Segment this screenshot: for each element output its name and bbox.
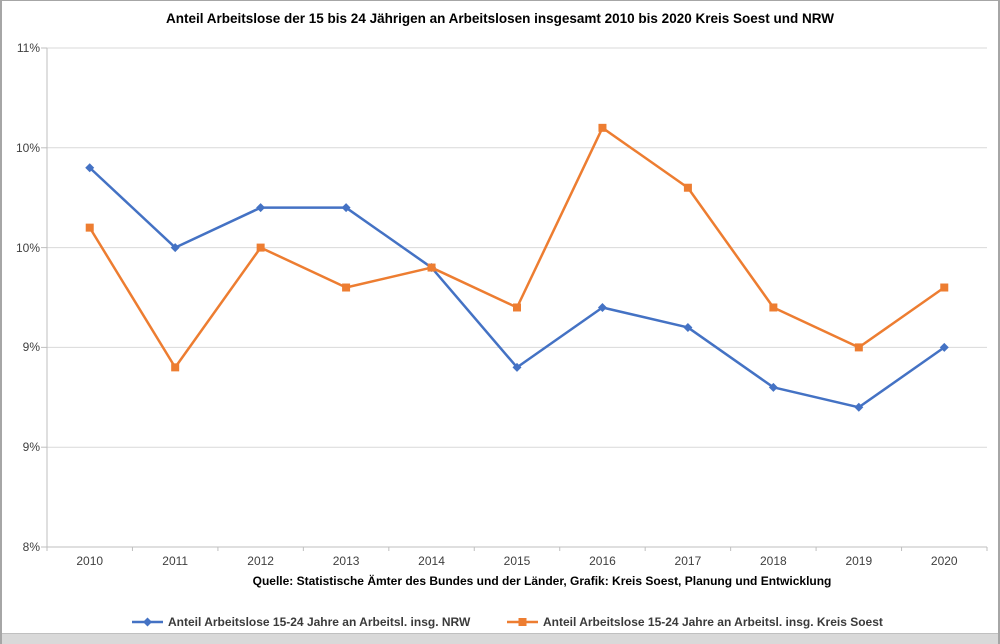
data-point-diamond-icon: [512, 362, 522, 372]
x-axis-label: 2019: [845, 554, 873, 568]
x-axis-label: 2020: [930, 554, 958, 568]
data-point-diamond-icon: [256, 203, 266, 213]
y-axis-label: 10%: [15, 240, 40, 255]
legend: Anteil Arbeitslose 15-24 Jahre an Arbeit…: [2, 612, 998, 634]
data-point-diamond-icon: [341, 203, 351, 213]
data-point-square-icon: [598, 123, 607, 132]
data-point-square-icon: [171, 363, 180, 372]
x-axis-label: 2011: [162, 554, 189, 568]
legend-label-nrw: Anteil Arbeitslose 15-24 Jahre an Arbeit…: [168, 615, 471, 629]
x-axis-label: 2010: [76, 554, 104, 568]
legend-swatch-nrw-line-diamond-icon: [132, 617, 163, 627]
data-point-square-icon: [854, 343, 863, 352]
bottom-scrollbar-track: [2, 633, 998, 644]
legend-item-kreis-soest: Anteil Arbeitslose 15-24 Jahre an Arbeit…: [507, 612, 883, 632]
x-axis-label: 2014: [418, 554, 445, 568]
x-axis-label: 2015: [503, 554, 531, 568]
y-axis-label: 10%: [15, 140, 40, 155]
y-axis-label: 11%: [16, 41, 40, 55]
y-axis-label: 9%: [22, 440, 40, 455]
data-point-diamond-icon: [854, 402, 864, 412]
chart-title: Anteil Arbeitslose der 15 bis 24 Jährige…: [166, 11, 834, 26]
data-point-diamond-icon: [939, 342, 949, 352]
data-point-square-icon: [85, 223, 94, 232]
source-note: Quelle: Statistische Ämter des Bundes un…: [252, 574, 832, 588]
series-nrw: [85, 163, 949, 412]
y-axis-label: 9%: [22, 340, 40, 355]
gridlines: [47, 47, 987, 448]
data-point-diamond-icon: [683, 322, 693, 332]
x-axis-label: 2012: [247, 554, 274, 568]
x-axis-label: 2013: [332, 554, 360, 568]
y-axis-label: 8%: [22, 540, 40, 554]
axes: [41, 47, 988, 551]
x-axis-label: 2017: [674, 554, 702, 568]
data-point-square-icon: [940, 283, 949, 292]
data-point-diamond-icon: [597, 302, 607, 312]
data-point-diamond-icon: [768, 382, 778, 392]
x-axis-label: 2018: [760, 554, 787, 568]
data-point-square-icon: [769, 303, 778, 312]
data-point-square-icon: [427, 263, 436, 272]
legend-label-kreis-soest: Anteil Arbeitslose 15-24 Jahre an Arbeit…: [543, 615, 883, 629]
data-point-square-icon: [342, 283, 351, 292]
legend-item-nrw: Anteil Arbeitslose 15-24 Jahre an Arbeit…: [132, 612, 470, 632]
data-point-diamond-icon: [170, 243, 180, 253]
data-point-square-icon: [256, 243, 265, 252]
series-kreis-soest: [85, 123, 949, 372]
data-point-square-icon: [683, 183, 692, 192]
data-point-square-icon: [513, 303, 521, 312]
series-layer: [85, 123, 949, 412]
data-point-diamond-icon: [85, 163, 95, 173]
x-axis-label: 2016: [589, 554, 616, 568]
legend-swatch-soest-line-square-icon: [507, 618, 538, 626]
